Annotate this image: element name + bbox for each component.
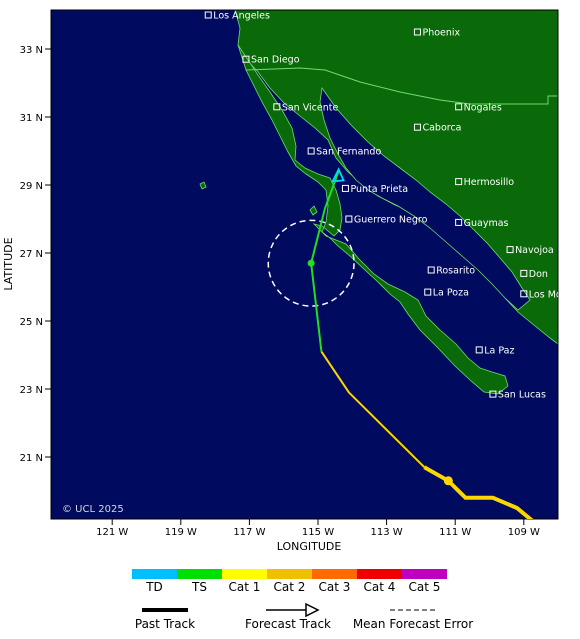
city-marker-icon [455, 103, 463, 111]
category-label: Cat 4 [364, 580, 396, 594]
x-tick-label: 113 W [371, 527, 403, 538]
x-tick-label: 115 W [302, 527, 334, 538]
city-label: Guaymas [464, 218, 509, 229]
category-swatch [312, 569, 357, 579]
city-marker-icon [427, 266, 435, 274]
x-tick-label: 119 W [165, 527, 197, 538]
gulf-of-california [319, 86, 531, 311]
forecast-track-label: Forecast Track [245, 617, 331, 631]
city-label: Hermosillo [464, 177, 515, 188]
city-label: Los Mochis [529, 289, 580, 300]
city-marker-icon [204, 11, 212, 19]
city-label: La Paz [484, 345, 514, 356]
category-swatch [222, 569, 267, 579]
storm-track [267, 167, 534, 519]
forecast-arrow-icon [305, 602, 320, 618]
city-marker-icon [345, 215, 353, 223]
land-baja [237, 44, 509, 395]
city-marker-icon [273, 103, 281, 111]
city-label: Los Angeles [213, 11, 270, 22]
category-label: Cat 3 [319, 580, 351, 594]
current-position-marker [443, 476, 453, 486]
city-marker-icon [455, 218, 463, 226]
island [199, 181, 207, 190]
city-label: La Poza [433, 288, 469, 299]
category-label: TS [191, 580, 207, 594]
city-markers: Los Angeles Phoenix San Diego San Vicente No… [204, 11, 580, 401]
x-axis-title: LONGITUDE [277, 540, 342, 553]
y-tick-label: 21 N [20, 453, 43, 464]
city-label: Rosarito [436, 266, 475, 277]
city-marker-icon [520, 269, 528, 277]
city-label: San Vicente [282, 102, 339, 113]
x-axis-ticks: 121 W 119 W 117 W 115 W 113 W 111 W 109 W [96, 519, 540, 538]
category-legend: TD TS Cat 1 Cat 2 Cat 3 Cat 4 Cat 5 [132, 569, 447, 594]
y-tick-label: 31 N [20, 113, 43, 124]
x-tick-label: 121 W [96, 527, 128, 538]
category-swatch [357, 569, 402, 579]
city-label: Navojoa [515, 245, 554, 256]
forecast-track-cat1 [320, 351, 426, 468]
x-tick-label: 109 W [508, 527, 540, 538]
x-tick-label: 111 W [439, 527, 471, 538]
category-swatch [132, 569, 177, 579]
past-track-line [423, 465, 534, 519]
city-marker-icon [475, 346, 483, 354]
city-label: Guerrero Negro [354, 215, 428, 226]
mean-forecast-error-circle [267, 219, 355, 307]
forecast-position-marker [307, 259, 315, 267]
category-swatch [177, 569, 222, 579]
forecast-arrow-icon [331, 167, 345, 183]
y-tick-label: 27 N [20, 249, 43, 260]
city-label: Nogales [464, 102, 502, 113]
us-mexico-border [245, 67, 558, 105]
island [309, 205, 318, 216]
credit-label: © UCL 2025 [62, 504, 124, 515]
city-marker-icon [506, 246, 514, 254]
x-tick-label: 117 W [233, 527, 265, 538]
forecast-track-ts [310, 171, 340, 352]
y-tick-label: 33 N [20, 45, 43, 56]
city-marker-icon [489, 390, 497, 398]
city-label: Don [529, 269, 548, 280]
y-axis-ticks: 21 N 23 N 25 N 27 N 29 N 31 N 33 N [20, 45, 51, 464]
city-marker-icon [455, 178, 463, 186]
y-tick-label: 25 N [20, 317, 43, 328]
category-label: TD [145, 580, 163, 594]
land-masses [180, 10, 558, 395]
category-swatch [402, 569, 447, 579]
city-label: Punta Prieta [350, 184, 408, 195]
category-label: Cat 2 [274, 580, 306, 594]
city-marker-icon [520, 290, 528, 298]
city-marker-icon [242, 55, 250, 63]
city-label: San Lucas [498, 390, 546, 401]
y-tick-label: 29 N [20, 181, 43, 192]
city-marker-icon [341, 184, 349, 192]
city-marker-icon [413, 123, 421, 131]
category-swatch [267, 569, 312, 579]
y-tick-label: 23 N [20, 385, 43, 396]
city-marker-icon [307, 147, 315, 155]
mean-error-label: Mean Forecast Error [353, 617, 473, 631]
city-label: Phoenix [422, 28, 460, 39]
city-label: San Diego [251, 55, 300, 66]
y-axis-title: LATITUDE [2, 237, 15, 290]
city-marker-icon [424, 288, 432, 296]
map-frame [50, 9, 559, 520]
past-track-label: Past Track [135, 617, 195, 631]
category-label: Cat 1 [229, 580, 261, 594]
city-marker-icon [413, 28, 421, 36]
city-label: Caborca [422, 123, 461, 134]
track-legend: Past Track Forecast Track Mean Forecast … [135, 602, 473, 631]
city-label: San Fernando [316, 147, 381, 158]
category-label: Cat 5 [409, 580, 441, 594]
